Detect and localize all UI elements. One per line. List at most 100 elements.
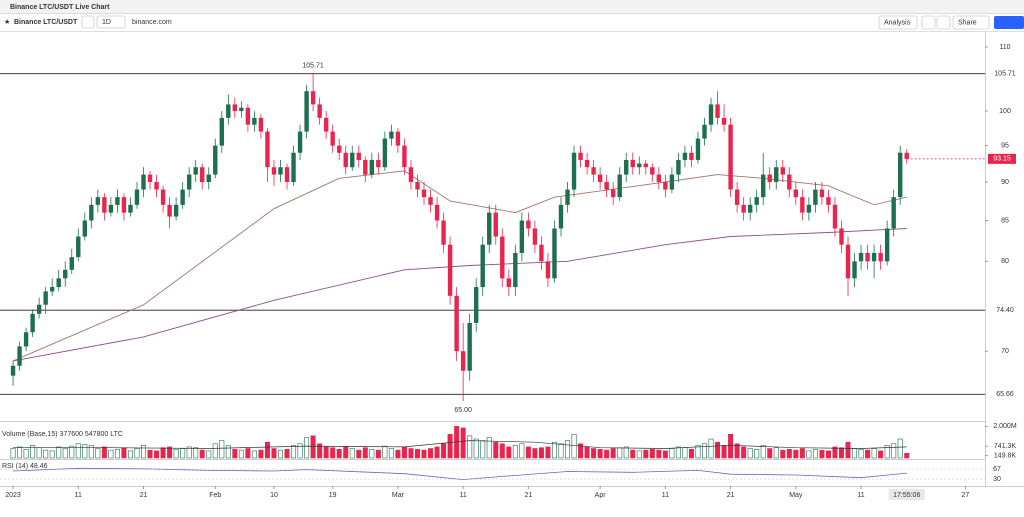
last-price-label: 93.15 <box>993 156 1011 163</box>
candle-body <box>369 159 375 175</box>
candle-body <box>252 117 257 125</box>
candle-body <box>526 220 531 229</box>
volume-tick-label: 149.8K <box>994 452 1017 459</box>
last-price-tag <box>988 153 1016 164</box>
candle-body <box>506 278 512 288</box>
candle-body <box>787 174 792 190</box>
volume-bar <box>23 449 29 459</box>
volume-bar <box>708 438 714 459</box>
volume-bar <box>812 449 818 459</box>
countdown: 17:55:06 <box>893 492 920 499</box>
candle-body <box>865 252 870 262</box>
volume-bar <box>343 446 349 459</box>
x-tick-label: Feb <box>209 492 221 499</box>
symbol[interactable]: Binance LTC/USDT <box>14 19 78 26</box>
volume-bar <box>760 445 766 459</box>
volume-bar <box>245 448 251 459</box>
volume-bar <box>904 452 910 459</box>
volume-bar <box>232 449 238 459</box>
volume-bar <box>871 448 877 459</box>
candle-body <box>460 351 466 371</box>
y-tick-label: 85 <box>1001 217 1009 224</box>
x-tick-label: 21 <box>727 492 735 499</box>
candle-body <box>715 104 720 118</box>
volume-bar <box>623 446 629 459</box>
candle-body <box>278 167 283 175</box>
candle-body <box>617 174 622 198</box>
volume-bar <box>428 448 434 459</box>
candle-body <box>630 159 635 168</box>
volume-bar <box>780 449 786 459</box>
candle-body <box>858 252 864 262</box>
volume-bar <box>565 440 571 459</box>
volume-bar <box>636 450 642 459</box>
volume-bar <box>141 445 147 459</box>
volume-bar <box>538 447 544 459</box>
volume-bar <box>617 447 623 459</box>
volume-bar <box>584 446 590 459</box>
y-tick-label: 70 <box>1001 348 1009 355</box>
volume-bar <box>43 449 49 459</box>
candle-body <box>291 152 296 183</box>
candle-body <box>350 152 355 168</box>
candle-body <box>754 197 759 205</box>
volume-bar <box>69 445 75 459</box>
volume-bar <box>865 449 871 459</box>
candle-body <box>513 252 518 288</box>
volume-bar <box>356 449 362 459</box>
volume-bar <box>121 447 127 459</box>
candle-body <box>173 204 179 217</box>
x-tick-label: 10 <box>270 492 278 499</box>
volume-bar <box>258 449 264 459</box>
candle-body <box>82 220 88 237</box>
volume-bar <box>519 443 525 459</box>
candle-body <box>578 152 583 160</box>
candle-body <box>421 189 427 198</box>
menu-button[interactable] <box>994 16 1024 29</box>
share-button[interactable] <box>952 15 990 30</box>
volume-bar <box>669 448 675 459</box>
volume-bar <box>369 449 375 459</box>
candle-body <box>245 107 251 125</box>
candle-body <box>695 138 701 160</box>
site-link[interactable]: binance.com <box>132 19 172 26</box>
volume-bar <box>532 448 538 459</box>
volume-bar <box>799 448 805 459</box>
interval-button[interactable] <box>96 15 126 29</box>
x-tick-label: 11 <box>75 492 82 499</box>
volume-bar <box>284 449 290 459</box>
star[interactable]: ★ <box>4 18 10 26</box>
volume-bar <box>460 427 466 459</box>
y-tick-label: 95 <box>1001 142 1009 149</box>
volume-bar <box>238 449 244 459</box>
volume-bar <box>127 450 133 459</box>
volume-bar <box>349 448 355 459</box>
candle-body <box>650 167 655 175</box>
symbol-dropdown[interactable] <box>81 15 95 29</box>
candle-body <box>160 189 166 205</box>
candle-body <box>643 163 648 168</box>
volume-bar <box>277 449 283 459</box>
candle-body <box>180 189 185 205</box>
x-tick-label: Apr <box>595 492 607 499</box>
candle-body <box>793 189 799 198</box>
volume-bar <box>838 447 844 459</box>
x-tick-label: 19 <box>329 492 337 499</box>
volume-bar <box>675 446 681 459</box>
candle-body <box>297 131 303 153</box>
volume-bar <box>806 450 812 459</box>
analysis-button[interactable] <box>878 15 918 30</box>
volume-bar <box>688 449 694 459</box>
draw-button[interactable] <box>936 15 951 30</box>
volume-bar <box>414 449 420 459</box>
volume-bar <box>493 441 499 459</box>
volume-bar <box>702 443 708 459</box>
volume-bar <box>62 448 68 459</box>
candle-body <box>891 197 896 229</box>
bars-button[interactable] <box>921 15 936 30</box>
rsi-label: RSI (14) 48.46 <box>2 463 48 470</box>
candle-body <box>897 152 903 198</box>
rsi-tick-label: 30 <box>993 476 1001 483</box>
analysis: Analysis <box>884 19 911 26</box>
volume-bar <box>741 446 747 459</box>
